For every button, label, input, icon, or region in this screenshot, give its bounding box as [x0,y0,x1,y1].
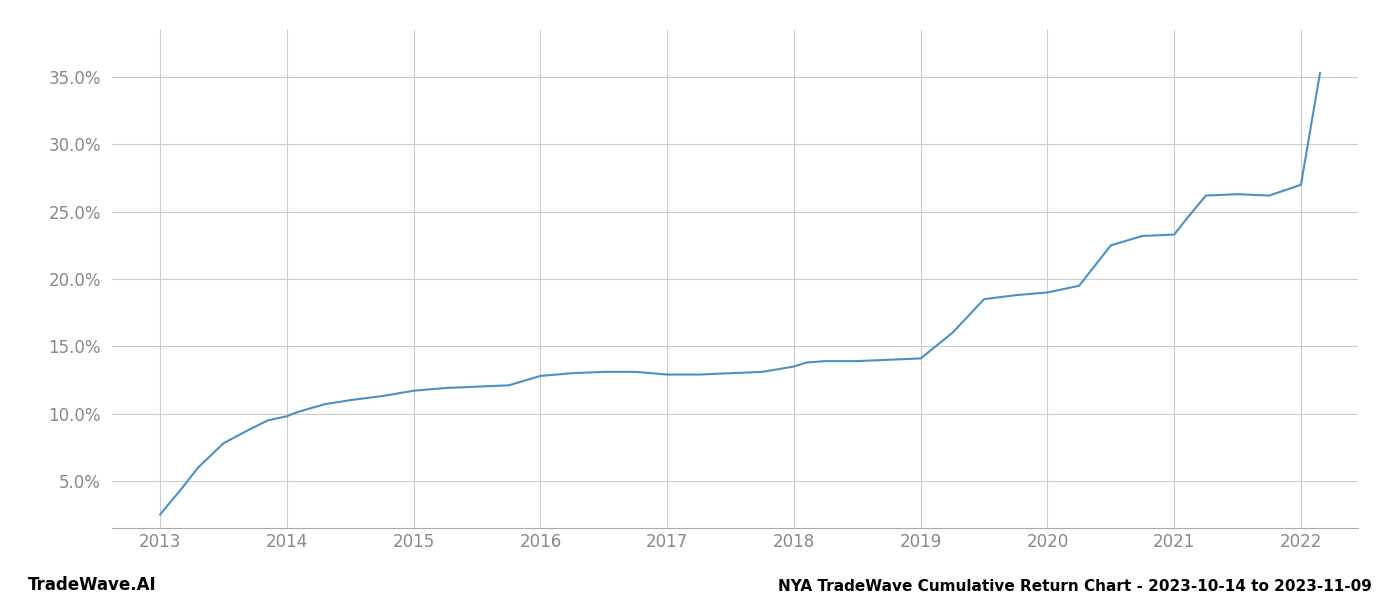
Text: NYA TradeWave Cumulative Return Chart - 2023-10-14 to 2023-11-09: NYA TradeWave Cumulative Return Chart - … [778,579,1372,594]
Text: TradeWave.AI: TradeWave.AI [28,576,157,594]
